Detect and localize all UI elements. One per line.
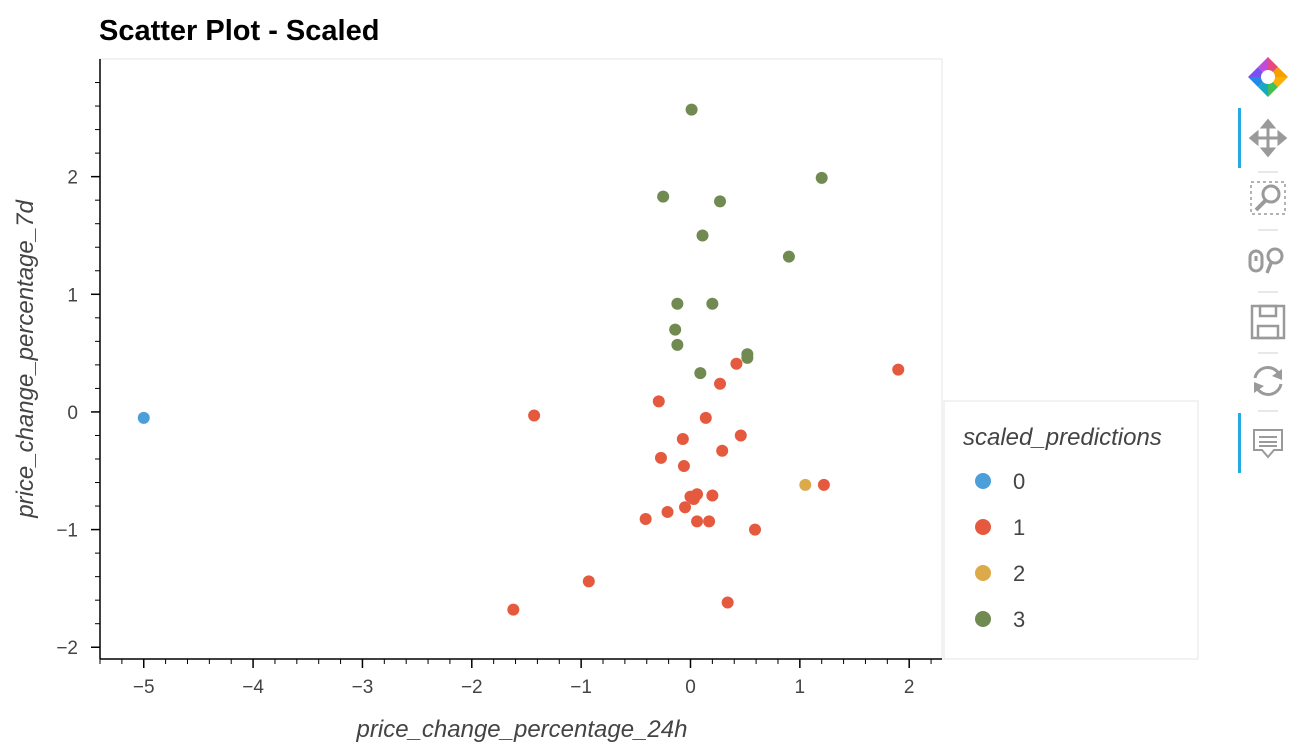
scatter-point-cluster-1 — [699, 411, 712, 424]
scatter-point-cluster-3 — [714, 195, 727, 208]
x-tick-label: −4 — [242, 677, 264, 698]
wheel-zoom-icon[interactable] — [1248, 247, 1284, 274]
plot-frame — [99, 58, 943, 660]
hover-icon[interactable] — [1253, 429, 1283, 459]
legend-title: scaled_predictions — [963, 424, 1162, 451]
legend-swatch — [975, 565, 991, 581]
y-axis-ticks: −2 −1 0 1 2 — [56, 82, 100, 659]
scatter-point-cluster-1 — [507, 603, 520, 616]
scatter-point-cluster-1 — [714, 377, 727, 390]
scatter-point-cluster-1 — [676, 433, 689, 445]
x-tick-label: −3 — [352, 677, 374, 698]
scatter-point-cluster-1 — [734, 429, 747, 442]
scatter-point-cluster-1 — [652, 395, 665, 408]
bokeh-logo-icon[interactable] — [1248, 57, 1288, 97]
save-icon[interactable] — [1250, 304, 1286, 340]
scatter-point-cluster-1 — [677, 460, 690, 473]
active-tool-indicator — [1238, 413, 1241, 473]
scatter-point-cluster-1 — [661, 505, 674, 518]
x-tick-label: 0 — [685, 677, 696, 698]
x-tick-label: −2 — [461, 677, 483, 698]
scatter-point-cluster-1 — [749, 523, 762, 536]
data-points — [137, 103, 905, 616]
box-zoom-icon[interactable] — [1250, 181, 1286, 215]
reset-icon[interactable] — [1253, 366, 1283, 396]
scatter-point-cluster-1 — [639, 513, 652, 525]
scatter-point-cluster-1 — [679, 501, 692, 514]
scatter-point-cluster-1 — [687, 493, 700, 505]
scatter-point-cluster-3 — [706, 297, 719, 310]
x-tick-label: −5 — [133, 677, 155, 698]
x-tick-label: 1 — [795, 677, 806, 698]
scatter-point-cluster-0 — [137, 411, 150, 424]
y-tick-label: 2 — [67, 168, 78, 189]
scatter-point-cluster-3 — [694, 367, 707, 380]
scatter-point-cluster-1 — [716, 444, 729, 457]
scatter-point-cluster-2 — [799, 478, 812, 491]
scatter-point-cluster-1 — [706, 489, 719, 502]
legend: scaled_predictions 0 1 2 3 — [943, 400, 1199, 660]
scatter-point-cluster-3 — [669, 323, 682, 336]
legend-swatch — [975, 473, 991, 489]
active-tool-indicator — [1238, 108, 1241, 168]
x-tick-label: −1 — [570, 677, 592, 698]
chart-title: Scatter Plot - Scaled — [99, 15, 379, 47]
scatter-point-cluster-3 — [741, 351, 754, 364]
legend-label: 1 — [1013, 515, 1025, 540]
scatter-point-cluster-1 — [654, 451, 667, 464]
y-tick-label: −1 — [56, 521, 78, 542]
legend-swatch — [975, 519, 991, 535]
scatter-point-cluster-1 — [730, 357, 743, 370]
scatter-point-cluster-1 — [691, 515, 704, 528]
scatter-point-cluster-3 — [657, 190, 670, 203]
legend-items: 0 1 2 3 — [975, 469, 1025, 632]
scatter-point-cluster-3 — [685, 103, 698, 116]
scatter-point-cluster-3 — [671, 297, 684, 310]
x-tick-label: 2 — [904, 677, 915, 698]
scatter-point-cluster-1 — [582, 575, 595, 588]
scatter-point-cluster-3 — [671, 338, 684, 351]
scatter-point-cluster-1 — [892, 363, 905, 376]
x-axis-ticks: −5 −4 −3 −2 −1 0 1 2 — [99, 659, 932, 698]
scatter-point-cluster-3 — [696, 229, 709, 242]
scatter-point-cluster-3 — [815, 171, 828, 184]
legend-swatch — [975, 611, 991, 627]
y-tick-label: 1 — [67, 285, 78, 306]
scatter-point-cluster-1 — [528, 409, 541, 422]
y-tick-label: 0 — [67, 403, 78, 424]
toolbar — [1238, 57, 1288, 473]
scatter-point-cluster-1 — [721, 596, 734, 609]
scatter-point-cluster-1 — [703, 515, 716, 528]
scatter-point-cluster-1 — [817, 478, 830, 491]
y-tick-label: −2 — [56, 638, 78, 659]
legend-label: 3 — [1013, 607, 1025, 632]
x-axis-label: price_change_percentage_24h — [356, 716, 688, 743]
legend-label: 0 — [1013, 469, 1025, 494]
legend-label: 2 — [1013, 561, 1025, 586]
pan-icon[interactable] — [1248, 118, 1288, 158]
y-axis-label: price_change_percentage_7d — [12, 200, 39, 519]
scatter-point-cluster-3 — [782, 250, 795, 263]
